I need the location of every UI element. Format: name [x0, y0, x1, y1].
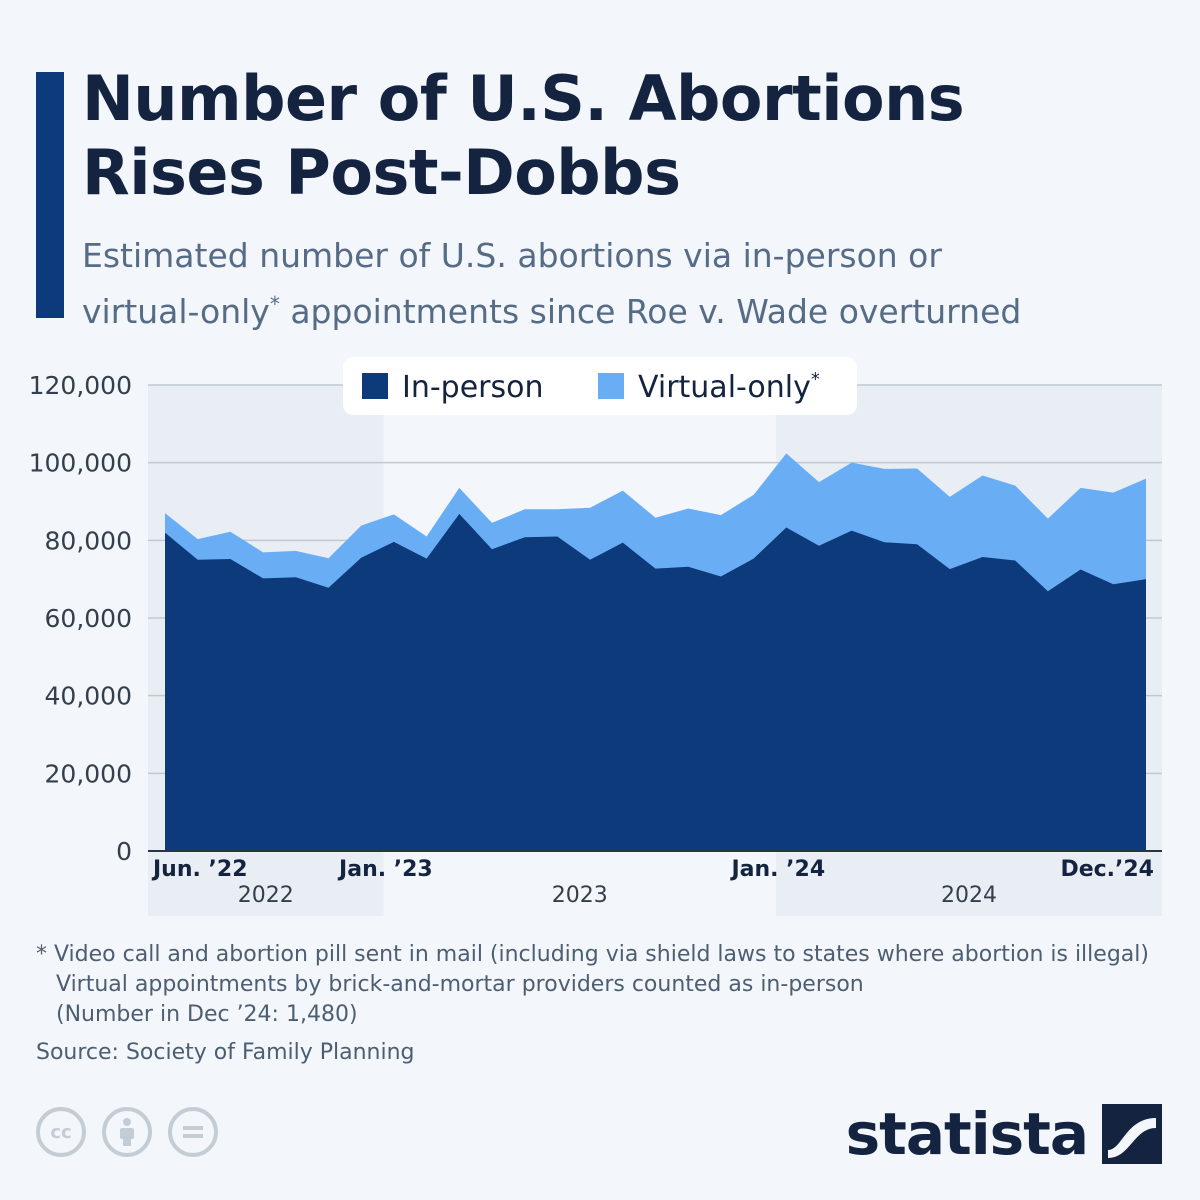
legend-swatch-in-person [362, 373, 388, 399]
year-label-2023: 2023 [552, 883, 608, 908]
y-tick-label: 120,000 [29, 371, 132, 400]
chart-title: Number of U.S. Abortions Rises Post-Dobb… [82, 62, 1162, 210]
subtitle-rest: appointments since Roe v. Wade overturne… [279, 292, 1022, 331]
legend-label-virtual-only: Virtual-only* [638, 369, 820, 405]
subtitle-line-1: Estimated number of U.S. abortions via i… [82, 236, 942, 275]
x-tick-label: Dec.’24 [1060, 857, 1154, 882]
source-note: Source: Society of Family Planning [36, 1040, 415, 1065]
title-line-2: Rises Post-Dobbs [82, 136, 681, 209]
subtitle-asterisk: * [269, 292, 280, 316]
subtitle-line-2: virtual-only* appointments since Roe v. … [82, 280, 1172, 336]
title-line-1: Number of U.S. Abortions [82, 62, 965, 135]
chart-subtitle: Estimated number of U.S. abortions via i… [82, 232, 1172, 336]
x-tick-label: Jan. ’24 [729, 857, 825, 882]
area-series-in-person [165, 513, 1146, 851]
x-tick-label: Jan. ’23 [337, 857, 433, 882]
year-label-2024: 2024 [941, 883, 997, 908]
area-chart: 2022 2023 2024 120,000 100,000 80,000 60,000 40… [29, 357, 1162, 916]
y-tick-label: 40,000 [45, 682, 132, 711]
footnote: * Video call and abortion pill sent in m… [36, 940, 1176, 1030]
title-accent-bar [36, 72, 64, 318]
y-tick-label: 80,000 [45, 526, 132, 555]
y-tick-label: 60,000 [45, 604, 132, 633]
creative-commons-icon[interactable]: cc [36, 1107, 86, 1157]
y-tick-label: 20,000 [45, 759, 132, 788]
footnote-line-3: (Number in Dec ’24: 1,480) [56, 1002, 358, 1027]
footnote-line-2: Virtual appointments by brick-and-mortar… [56, 972, 864, 997]
footnote-line-1: * Video call and abortion pill sent in m… [36, 942, 1149, 967]
year-label-2022: 2022 [238, 883, 294, 908]
x-tick-label: Jun. ’22 [151, 857, 248, 882]
brand-name: statista [845, 1100, 1089, 1168]
y-tick-label: 100,000 [29, 449, 132, 478]
statista-mark-icon [1102, 1104, 1162, 1164]
no-derivatives-icon[interactable] [168, 1107, 218, 1157]
statista-logo[interactable]: statista [846, 1100, 1162, 1168]
y-tick-label: 0 [116, 837, 132, 866]
license-icons: cc [36, 1107, 218, 1157]
legend-label-in-person: In-person [402, 370, 544, 405]
attribution-icon[interactable] [102, 1107, 152, 1157]
subtitle-virtual-only: virtual-only [82, 292, 270, 331]
legend-swatch-virtual-only [598, 373, 624, 399]
